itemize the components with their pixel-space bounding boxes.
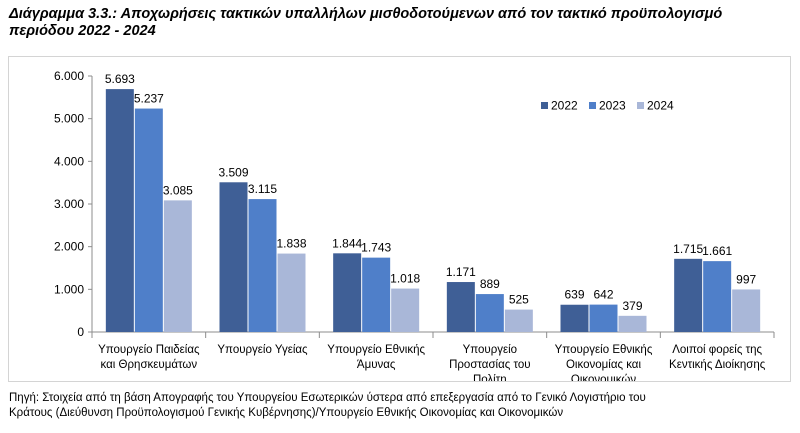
data-label-2024: 525 [509,293,529,307]
data-label-2023: 889 [480,277,500,291]
source-note-line-1: Πηγή: Στοιχεία από τη βάση Απογραφής του… [9,392,646,404]
chart-title-line-1: Διάγραμμα 3.3.: Αποχωρήσεις τακτικών υπα… [9,6,723,22]
y-tick-label: 0 [77,325,84,339]
data-label-2024: 3.085 [163,183,193,197]
data-label-2022: 3.509 [218,165,248,179]
chart-frame: 0 1.000 2.000 3.000 4.000 5.000 6.000 5.693 5.2… [8,56,791,382]
bar-2023 [703,261,732,332]
y-tick-label: 1.000 [54,282,84,296]
bar-2023 [134,108,163,332]
bar-2023 [248,199,277,332]
bar-2024 [618,315,647,332]
category-label: Υπουργείο Εθνικής Άμυνας [327,344,425,371]
bar-2022 [333,253,362,332]
category-labels: Υπουργείο Παιδείας και ΘρησκευμάτωνΥπουργ… [98,344,766,381]
legend-label-2023: 2023 [599,99,626,113]
category-label-line: Οικονομίας και [566,359,641,371]
category-label-line: Οικονομικών [571,374,636,381]
bar-2022 [219,182,248,332]
bar-2024 [504,309,533,332]
data-label-2024: 1.838 [276,237,306,251]
category-label-line: και Θρησκευμάτων [101,359,198,371]
data-label-2022: 5.693 [105,72,135,86]
category-label: Υπουργείο Εθνικής Οικονομίας και Οικονομικ… [555,344,653,381]
data-label-2023: 1.661 [702,244,732,258]
bar-2024 [732,289,761,332]
chart-title: Διάγραμμα 3.3.: Αποχωρήσεις τακτικών υπα… [9,6,789,40]
source-note-line-2: Κράτους (Διεύθυνση Προϋπολογισμού Γενική… [9,407,564,419]
category-label-line: Προστασίας του [449,359,530,371]
bar-chart: 0 1.000 2.000 3.000 4.000 5.000 6.000 5.693 5.2… [54,69,775,381]
category-label: Υπουργείο Προστασίας του Πολίτη [449,344,530,381]
legend-label-2024: 2024 [647,99,674,113]
bars [105,89,761,332]
category-label-line: Υπουργείο [463,344,518,356]
bar-2024 [391,288,420,332]
data-label-2022: 1.171 [446,265,476,279]
category-label: Λοιποί φορείς της Κεντικής Διοίκησης [669,344,766,371]
data-label-2022: 1.844 [332,236,362,250]
chart-title-line-2: περιόδου 2022 - 2024 [9,23,156,39]
legend-label-2022: 2022 [551,99,578,113]
data-label-2023: 5.237 [134,92,164,106]
bar-2024 [277,253,306,332]
legend-swatch-2023 [589,102,596,109]
bar-2022 [105,89,134,332]
data-label-2024: 997 [736,272,756,286]
data-label-2022: 639 [564,288,584,302]
data-label-2023: 3.115 [248,182,277,196]
bar-2022 [446,282,475,332]
category-label-line: Υπουργείο Υγείας [217,344,308,356]
category-label-line: Λοιποί φορείς της [672,344,762,356]
category-label: Υπουργείο Παιδείας και Θρησκευμάτων [98,344,200,371]
data-label-2023: 1.743 [361,241,391,255]
bar-2023 [589,304,618,332]
y-tick-label: 2.000 [54,240,84,254]
category-label-line: Υπουργείο Εθνικής [555,344,653,356]
category-label-line: Πολίτη [473,374,507,381]
y-tick-label: 6.000 [54,69,84,83]
legend-swatch-2022 [541,102,548,109]
data-label-2024: 379 [622,299,642,313]
source-note: Πηγή: Στοιχεία από τη βάση Απογραφής του… [9,391,789,421]
data-label-2022: 1.715 [673,242,703,256]
axes: 0 1.000 2.000 3.000 4.000 5.000 6.000 [54,69,775,339]
bar-2023 [362,257,391,332]
data-label-2024: 1.018 [390,272,420,286]
category-label-line: Υπουργείο Εθνικής [327,344,425,356]
category-label-line: Άμυνας [357,359,396,371]
bar-2022 [560,304,589,332]
data-label-2023: 642 [593,288,613,302]
category-label: Υπουργείο Υγείας [217,344,308,356]
legend: 2022 2023 2024 [541,99,674,113]
bar-2023 [475,294,504,332]
category-label-line: Κεντικής Διοίκησης [669,359,766,371]
bar-2022 [674,258,703,332]
legend-swatch-2024 [637,102,644,109]
bar-2024 [163,200,192,332]
y-tick-label: 4.000 [54,154,84,168]
y-tick-label: 3.000 [54,197,84,211]
category-label-line: Υπουργείο Παιδείας [98,344,200,356]
y-tick-label: 5.000 [54,112,84,126]
